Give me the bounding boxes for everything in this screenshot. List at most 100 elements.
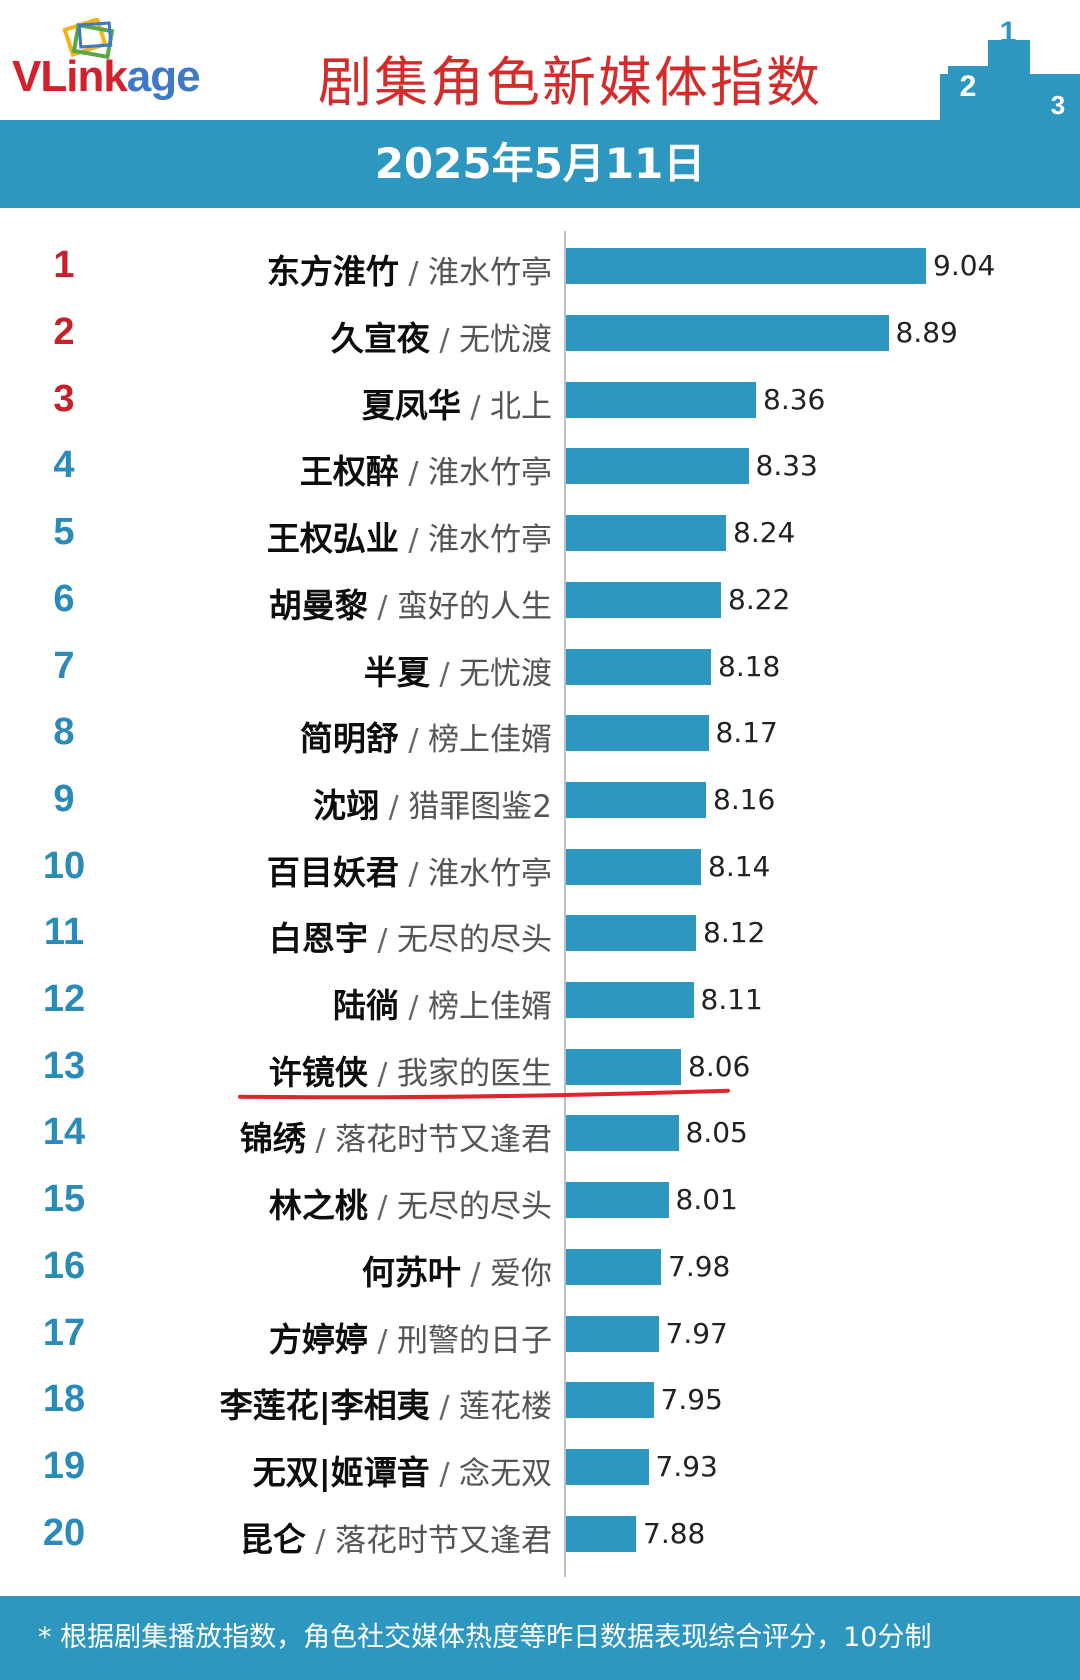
drama-name: 淮水竹亭 [428,455,552,492]
row-label: 王权醉 / 淮水竹亭 [300,445,552,493]
label-separator: / [398,990,428,1026]
label-separator: / [305,1123,335,1159]
label-separator: / [367,1056,397,1092]
label-separator: / [305,1523,335,1559]
character-name: 久宣夜 [330,319,430,359]
label-separator: / [398,256,428,292]
bar [566,1248,661,1285]
rank-number: 4 [53,444,75,487]
label-separator: / [367,589,397,625]
label-separator: / [398,456,428,492]
drama-name: 淮水竹亭 [428,855,552,892]
logo-cards-icon [62,18,115,60]
rank-number: 17 [42,1311,86,1354]
row-label: 夏凤华 / 北上 [362,379,552,427]
chart-date: 2025年5月11日 [374,139,706,188]
label-separator: / [429,323,459,359]
podium-number-3: 3 [1051,90,1065,120]
bar [566,448,749,485]
drama-name: 无忧渡 [459,655,552,692]
label-separator: / [398,523,428,559]
row-label: 无双|姬谭音 / 念无双 [253,1446,552,1494]
bar [566,1115,679,1152]
bar-value-label: 8.14 [708,849,771,883]
rank-number: 15 [42,1178,86,1221]
axis-line [564,231,566,1577]
row-label: 方婷婷 / 刑警的日子 [269,1313,552,1361]
character-name: 无双|姬谭音 [252,1452,430,1492]
character-name: 陆徜 [332,986,399,1026]
bar [566,1315,659,1352]
rank-number: 13 [42,1044,86,1087]
row-label: 白恩宇 / 无尽的尽头 [269,912,552,960]
label-separator: / [367,1190,397,1226]
rank-number: 3 [53,377,75,420]
rank-number: 1 [53,244,75,287]
drama-name: 淮水竹亭 [428,522,552,559]
row-label: 何苏叶 / 爱你 [362,1246,552,1294]
bar-value-label: 7.93 [655,1449,718,1483]
character-name: 许镜侠 [268,1052,368,1092]
character-name: 夏凤华 [361,385,461,425]
bar-value-label: 8.12 [703,916,766,950]
date-band: 2025年5月11日 [0,120,1080,208]
bar-value-label: 8.24 [733,516,796,550]
podium-icon: 2 1 3 [940,18,1080,120]
character-name: 半夏 [363,652,430,692]
row-label: 林之桃 / 无尽的尽头 [269,1179,552,1227]
bar-value-label: 8.33 [755,449,818,483]
bar-value-label: 8.36 [763,382,826,416]
bar [566,1382,654,1419]
label-separator: / [429,656,459,692]
row-label: 王权弘业 / 淮水竹亭 [267,512,552,560]
bar-value-label: 8.17 [715,716,778,750]
logo-text-age: age [126,52,201,101]
drama-name: 蛮好的人生 [397,588,552,625]
drama-name: 莲花楼 [459,1389,552,1426]
label-separator: / [460,389,490,425]
character-name: 昆仑 [239,1519,306,1559]
bar [566,848,701,885]
bar-value-label: 7.95 [660,1383,723,1417]
page-title: 剧集角色新媒体指数 [318,51,822,114]
bar [566,315,889,352]
row-label: 沈翊 / 猎罪图鉴2 [313,779,552,827]
rank-number: 12 [42,978,86,1021]
drama-name: 猎罪图鉴2 [408,788,552,825]
footer-note-band: * 根据剧集播放指数，角色社交媒体热度等昨日数据表现综合评分，10分制 [0,1596,1080,1680]
row-label: 陆徜 / 榜上佳婿 [333,979,552,1027]
bar-value-label: 8.18 [718,649,781,683]
bar [566,381,756,418]
logo-text: VLinkage [12,52,201,102]
character-name: 锦绣 [239,1119,306,1159]
character-name: 白恩宇 [268,919,368,959]
podium-number-2: 2 [960,70,977,103]
bar [566,515,726,552]
bar-value-label: 8.06 [688,1049,751,1083]
rank-number: 10 [42,844,86,887]
drama-name: 落花时节又逢君 [335,1522,552,1559]
drama-name: 北上 [490,388,552,425]
logo-text-vlink: VLink [12,52,128,101]
drama-name: 榜上佳婿 [428,989,552,1026]
character-name: 简明舒 [299,719,399,759]
rank-number: 2 [53,311,75,354]
row-label: 许镜侠 / 我家的医生 [269,1046,552,1094]
character-name: 李莲花|李相夷 [219,1386,430,1426]
podium-number-1: 1 [1000,18,1017,49]
ranking-chart: 1 东方淮竹 / 淮水竹亭 9.04 2 久宣夜 / 无忧渡 8.89 3 夏凤华 / 北上 8… [0,225,1080,1585]
drama-name: 念无双 [459,1455,552,1492]
label-separator: / [367,923,397,959]
row-label: 昆仑 / 落花时节又逢君 [240,1513,552,1561]
row-label: 李莲花|李相夷 / 莲花楼 [220,1379,552,1427]
rank-number: 5 [53,511,75,554]
header: VLinkage 剧集角色新媒体指数 2 1 3 [0,0,1080,120]
rank-number: 8 [53,711,75,754]
bar-value-label: 8.01 [675,1183,738,1217]
character-name: 王权醉 [299,452,399,492]
rank-number: 14 [42,1111,86,1154]
rank-number: 18 [42,1378,86,1421]
bar [566,581,721,618]
row-label: 久宣夜 / 无忧渡 [331,312,552,360]
bar [566,1048,681,1085]
